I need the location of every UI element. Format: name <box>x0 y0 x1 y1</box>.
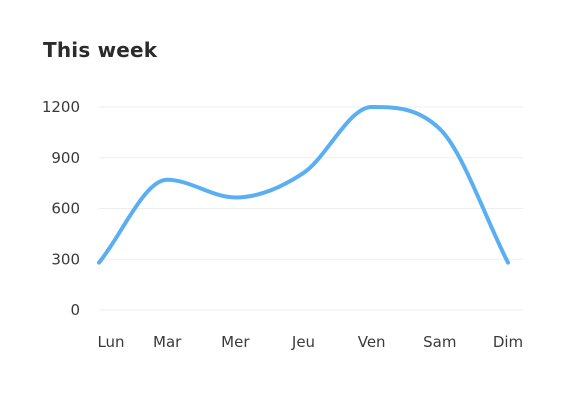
x-tick-label: Mar <box>153 333 182 351</box>
chart-title: This week <box>43 38 158 62</box>
x-tick-label: Sam <box>423 333 456 351</box>
y-tick-label: 300 <box>51 250 80 268</box>
x-tick-label: Mer <box>221 333 250 351</box>
y-tick-label: 900 <box>51 149 80 167</box>
series-layer <box>97 105 510 265</box>
x-tick-label: Lun <box>97 333 124 351</box>
x-tick-label: Jeu <box>291 333 315 351</box>
y-tick-label: 1200 <box>42 98 80 116</box>
x-tick-label: Ven <box>358 333 386 351</box>
series-line-0 <box>97 105 510 265</box>
y-tick-label: 0 <box>70 301 80 319</box>
x-tick-label: Dim <box>493 333 523 351</box>
grid-lines <box>99 106 523 311</box>
x-axis-ticks: Lun Mar Mer Jeu Ven Sam Dim <box>97 333 523 351</box>
y-tick-label: 600 <box>51 200 80 218</box>
y-axis-ticks: 0 300 600 900 1200 <box>42 98 80 319</box>
